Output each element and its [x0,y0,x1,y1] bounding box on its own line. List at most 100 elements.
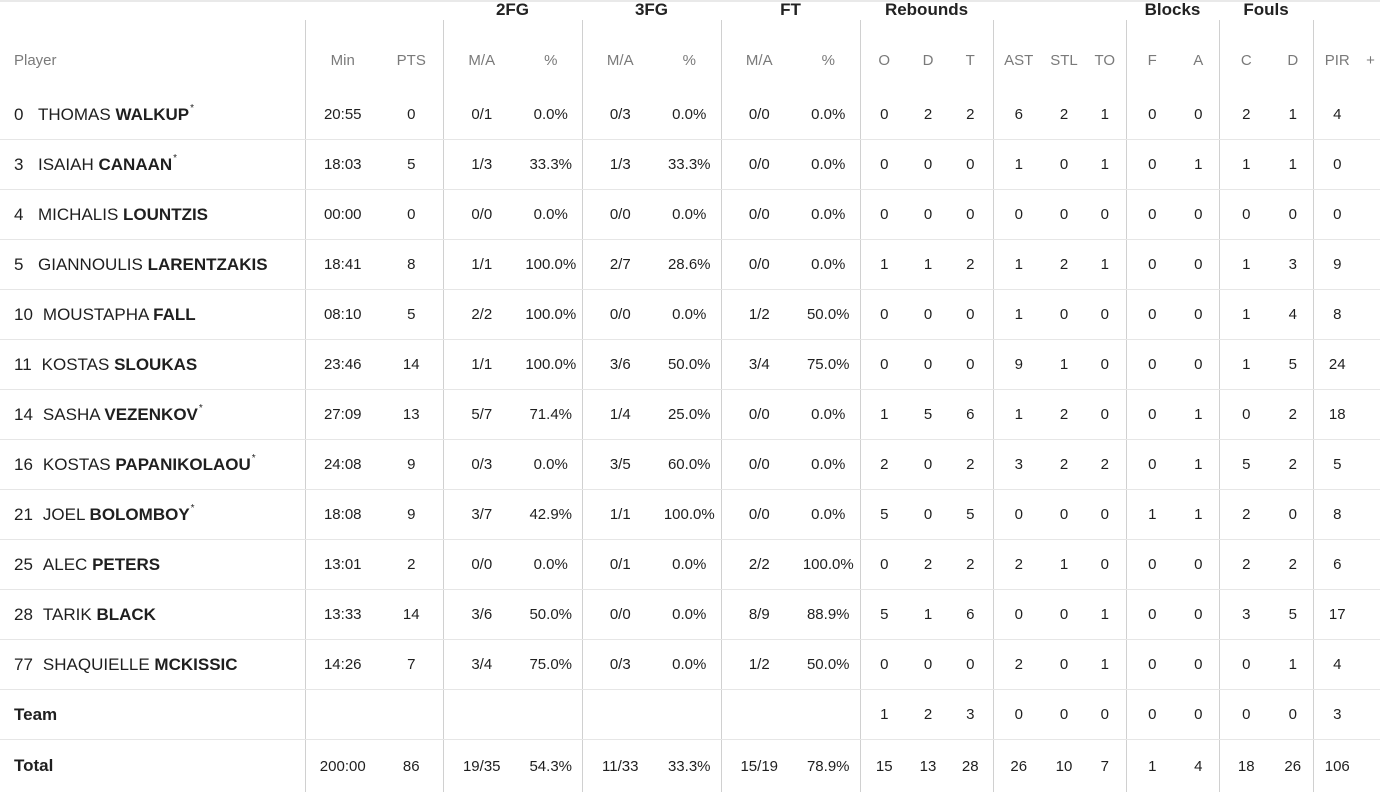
cell-blk-a: 1 [1178,390,1219,440]
cell-foul-d: 1 [1273,640,1313,690]
cell-reb-t: 5 [948,490,993,540]
cell-ast: 1 [993,240,1044,290]
cell-to: 1 [1084,240,1126,290]
cell-min: 23:46 [305,340,380,390]
cell-plus [1361,540,1380,590]
cell-2fg-pct: 71.4% [520,390,582,440]
player-first-name[interactable]: KOSTAS [42,355,110,374]
player-first-name[interactable]: ALEC [43,555,87,574]
cell-blk-a: 0 [1178,640,1219,690]
player-last-name[interactable]: PETERS [92,555,160,574]
cell-2fg-ma: 0/3 [443,440,520,490]
player-number: 14 [14,405,33,425]
col-header-reb-d[interactable]: D [908,20,948,90]
cell-reb-d: 0 [908,290,948,340]
cell-ft-ma: 15/19 [721,740,797,792]
player-last-name[interactable]: MCKISSIC [154,655,237,674]
player-first-name[interactable]: JOEL [43,505,85,524]
cell-foul-c: 0 [1219,640,1273,690]
cell-ft-pct: 0.0% [797,440,860,490]
cell-foul-d: 4 [1273,290,1313,340]
team-label: Team [0,690,305,740]
player-last-name[interactable]: SLOUKAS [114,355,197,374]
cell-min: 20:55 [305,90,380,140]
player-first-name[interactable]: SHAQUIELLE [43,655,150,674]
player-first-name[interactable]: SASHA [43,405,100,424]
cell-foul-d: 0 [1273,190,1313,240]
cell-reb-t: 0 [948,640,993,690]
cell-3fg-ma: 0/1 [582,540,658,590]
player-first-name[interactable]: ISAIAH [38,155,94,174]
player-first-name[interactable]: THOMAS [38,105,111,124]
player-first-name[interactable]: MOUSTAPHA [43,305,148,324]
col-header-2fg-ma[interactable]: M/A [443,20,520,90]
col-header-blk-f[interactable]: F [1126,20,1178,90]
player-first-name[interactable]: MICHALIS [38,205,118,224]
cell-foul-c: 2 [1219,540,1273,590]
col-header-stl[interactable]: STL [1044,20,1084,90]
cell-reb-o: 0 [860,90,908,140]
col-header-ast[interactable]: AST [993,20,1044,90]
col-header-plus[interactable]: + [1361,20,1380,90]
cell-ft-ma: 0/0 [721,240,797,290]
player-last-name[interactable]: LOUNTZIS [123,205,208,224]
cell-min: 18:41 [305,240,380,290]
cell-reb-t: 2 [948,540,993,590]
player-first-name[interactable]: GIANNOULIS [38,255,143,274]
col-header-player[interactable]: Player [0,20,305,90]
cell-ast: 0 [993,490,1044,540]
player-last-name[interactable]: VEZENKOV [104,405,198,424]
cell-reb-d: 2 [908,90,948,140]
cell-reb-d: 0 [908,490,948,540]
player-last-name[interactable]: BLACK [96,605,156,624]
col-header-3fg-ma[interactable]: M/A [582,20,658,90]
col-header-pir[interactable]: PIR [1313,20,1361,90]
cell-plus [1361,740,1380,792]
col-header-reb-o[interactable]: O [860,20,908,90]
player-last-name[interactable]: FALL [153,305,196,324]
col-header-foul-c[interactable]: C [1219,20,1273,90]
player-last-name[interactable]: PAPANIKOLAOU [115,455,250,474]
cell-min: 14:26 [305,640,380,690]
player-last-name[interactable]: WALKUP [115,105,189,124]
col-header-ft-pct[interactable]: % [797,20,860,90]
cell-pts: 0 [380,90,443,140]
cell-to: 1 [1084,640,1126,690]
col-header-reb-t[interactable]: T [948,20,993,90]
cell-pir: 106 [1313,740,1361,792]
cell-stl: 0 [1044,290,1084,340]
group-header-row: 2FG 3FG FT Rebounds Blocks Fouls [0,0,1380,20]
player-last-name[interactable]: CANAAN [98,155,172,174]
group-header-fouls: Fouls [1219,0,1313,20]
col-header-foul-d[interactable]: D [1273,20,1313,90]
cell-plus [1361,640,1380,690]
player-last-name[interactable]: BOLOMBOY [90,505,190,524]
cell-2fg-ma [443,690,520,740]
player-number: 77 [14,655,33,675]
cell-plus [1361,390,1380,440]
cell-3fg-pct: 0.0% [658,90,721,140]
player-first-name[interactable]: TARIK [43,605,92,624]
cell-reb-o: 2 [860,440,908,490]
col-header-pts[interactable]: PTS [380,20,443,90]
cell-ft-ma: 3/4 [721,340,797,390]
starter-marker: * [199,403,203,414]
cell-to: 0 [1084,290,1126,340]
col-header-to[interactable]: TO [1084,20,1126,90]
cell-pts: 0 [380,190,443,240]
col-header-ft-ma[interactable]: M/A [721,20,797,90]
col-header-3fg-pct[interactable]: % [658,20,721,90]
cell-pts: 5 [380,140,443,190]
cell-3fg-ma: 1/4 [582,390,658,440]
col-header-2fg-pct[interactable]: % [520,20,582,90]
cell-blk-a: 0 [1178,590,1219,640]
player-first-name[interactable]: KOSTAS [43,455,111,474]
col-header-min[interactable]: Min [305,20,380,90]
player-last-name[interactable]: LARENTZAKIS [148,255,268,274]
col-header-blk-a[interactable]: A [1178,20,1219,90]
